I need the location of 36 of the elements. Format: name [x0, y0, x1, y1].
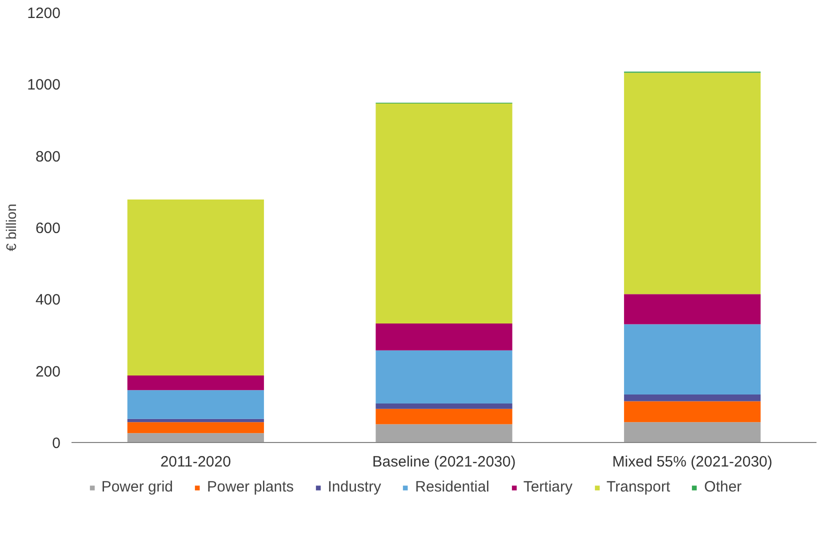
x-tick-label: 2011-2020 — [160, 454, 231, 470]
bar — [376, 324, 512, 350]
bar — [127, 422, 264, 434]
y-tick-label: 200 — [35, 363, 61, 380]
y-axis-title: € billion — [3, 204, 20, 252]
legend-label: Power plants — [207, 478, 294, 496]
y-tick-label: 800 — [35, 148, 61, 166]
legend-label: Other — [704, 478, 742, 496]
bar — [624, 394, 761, 402]
bar — [127, 418, 264, 422]
legend-label: Tertiary — [523, 478, 573, 496]
y-tick-label: 400 — [35, 292, 61, 309]
bar — [376, 424, 512, 442]
bar — [127, 433, 264, 442]
y-tick-label: 1200 — [27, 5, 61, 22]
legend-label: Power grid — [101, 478, 174, 496]
bar — [376, 350, 512, 404]
bar — [624, 294, 761, 324]
bar — [376, 408, 512, 424]
bar — [376, 104, 512, 324]
y-tick-label: 0 — [52, 435, 60, 452]
bar — [127, 200, 264, 376]
legend-label: Residential — [415, 478, 490, 496]
bar — [127, 390, 264, 419]
bar — [376, 403, 512, 409]
bar — [624, 324, 761, 394]
bar — [127, 375, 264, 390]
y-tick-label: 1000 — [27, 76, 61, 94]
legend-label: Industry — [328, 478, 382, 496]
y-tick-label: 600 — [35, 220, 61, 237]
legend-label: Transport — [606, 478, 670, 496]
bar — [624, 401, 761, 422]
bar — [624, 422, 761, 442]
x-tick-label: Baseline (2021-2030) — [372, 454, 516, 470]
x-tick-label: Mixed 55% (2021-2030) — [612, 454, 772, 470]
bar — [624, 72, 761, 294]
